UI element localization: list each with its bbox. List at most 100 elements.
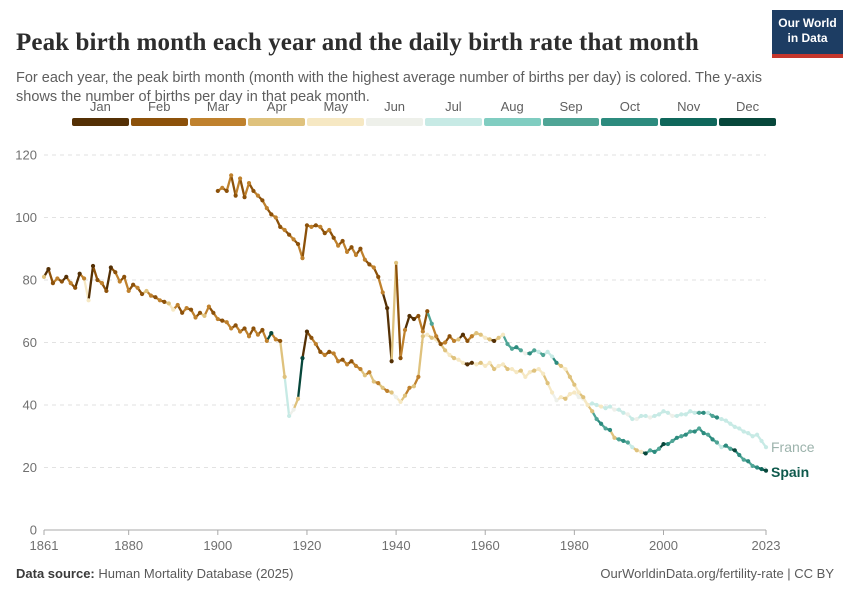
data-point-france <box>612 407 617 412</box>
legend-month-feb[interactable]: Feb <box>130 99 188 126</box>
data-point-spain <box>398 356 403 361</box>
data-point-france <box>41 274 47 279</box>
data-point-spain <box>229 173 234 178</box>
legend-month-label: May <box>323 99 348 114</box>
data-point-france <box>518 368 523 373</box>
data-point-spain <box>287 232 292 237</box>
data-point-spain <box>353 252 359 258</box>
series-segment-spain <box>301 224 309 260</box>
data-point-spain <box>643 451 648 456</box>
data-point-france <box>572 390 577 395</box>
data-point-france <box>264 338 269 344</box>
data-point-france <box>656 412 662 417</box>
series-label-spain[interactable]: Spain <box>771 464 810 480</box>
data-point-france <box>714 415 720 420</box>
data-point-france <box>393 395 399 400</box>
data-point-spain <box>701 431 706 436</box>
data-point-spain <box>648 448 653 453</box>
data-point-france <box>287 413 292 419</box>
data-point-france <box>616 407 622 412</box>
data-point-france <box>220 318 225 323</box>
data-point-france <box>634 416 639 422</box>
legend-month-may[interactable]: May <box>307 99 365 126</box>
legend-month-aug[interactable]: Aug <box>483 99 541 126</box>
data-point-spain <box>255 193 261 198</box>
data-point-spain <box>460 332 466 337</box>
data-point-france <box>304 329 310 334</box>
data-point-france <box>166 301 171 306</box>
x-tick-label: 1940 <box>382 538 411 553</box>
data-point-spain <box>420 329 425 334</box>
data-point-france <box>322 352 327 358</box>
data-point-spain <box>523 351 528 356</box>
data-point-france <box>456 357 461 362</box>
data-point-spain <box>554 360 559 365</box>
data-point-france <box>318 349 323 354</box>
data-point-france <box>741 429 746 434</box>
owid-logo[interactable]: Our World in Data <box>772 10 843 58</box>
data-point-spain <box>469 334 474 339</box>
data-point-spain <box>630 445 635 450</box>
data-point-spain <box>474 331 479 336</box>
data-point-france <box>558 395 564 400</box>
data-point-france <box>278 338 283 344</box>
data-point-france <box>50 281 56 286</box>
license-link[interactable]: OurWorldinData.org/fertility-rate | CC B… <box>600 566 834 581</box>
legend-month-jul[interactable]: Jul <box>424 99 482 126</box>
legend-month-mar[interactable]: Mar <box>189 99 247 126</box>
data-point-spain <box>237 176 243 181</box>
legend-month-sep[interactable]: Sep <box>542 99 600 126</box>
legend-month-swatch <box>72 118 129 126</box>
data-point-france <box>723 418 728 423</box>
data-point-spain <box>750 463 755 469</box>
data-point-france <box>688 409 693 414</box>
data-point-spain <box>260 198 265 203</box>
data-point-spain <box>492 338 497 344</box>
data-point-france <box>746 431 751 436</box>
data-point-france <box>242 326 247 331</box>
data-point-france <box>215 316 220 322</box>
series-label-france[interactable]: France <box>771 439 815 455</box>
data-point-spain <box>594 416 599 422</box>
y-tick-label: 120 <box>15 148 37 163</box>
data-point-spain <box>282 227 287 233</box>
y-tick-label: 100 <box>15 210 37 225</box>
x-tick-label: 1900 <box>203 538 232 553</box>
data-point-spain <box>656 446 662 451</box>
data-point-france <box>545 381 550 386</box>
data-point-france <box>246 334 252 339</box>
data-point-spain <box>518 348 523 353</box>
data-point-france <box>487 360 492 365</box>
data-point-spain <box>661 441 666 447</box>
series-segment-france <box>283 375 291 418</box>
data-point-spain <box>558 363 564 369</box>
data-point-france <box>759 438 764 444</box>
legend-month-jun[interactable]: Jun <box>366 99 423 126</box>
legend-month-label: Oct <box>619 99 640 114</box>
legend-month-dec[interactable]: Dec <box>719 99 776 126</box>
data-point-spain <box>714 440 720 445</box>
legend-month-nov[interactable]: Nov <box>660 99 718 126</box>
data-point-france <box>514 370 519 375</box>
legend-month-swatch <box>130 118 188 126</box>
data-point-france <box>648 415 653 420</box>
data-point-spain <box>251 188 256 194</box>
series-segment-france <box>91 264 99 282</box>
data-point-france <box>135 285 140 290</box>
data-point-france <box>679 412 684 417</box>
data-point-france <box>674 413 679 419</box>
data-point-spain <box>331 235 336 240</box>
series-segment-spain <box>381 291 389 310</box>
data-point-france <box>139 291 145 297</box>
data-point-france <box>643 413 648 419</box>
y-tick-label: 0 <box>30 523 37 538</box>
legend-month-apr[interactable]: Apr <box>248 99 306 126</box>
legend-month-jan[interactable]: Jan <box>72 99 129 126</box>
data-point-spain <box>670 438 675 444</box>
data-point-spain <box>416 313 421 319</box>
data-point-france <box>563 396 568 401</box>
data-point-spain <box>358 246 363 251</box>
data-point-spain <box>313 223 318 228</box>
legend-month-oct[interactable]: Oct <box>601 99 659 126</box>
